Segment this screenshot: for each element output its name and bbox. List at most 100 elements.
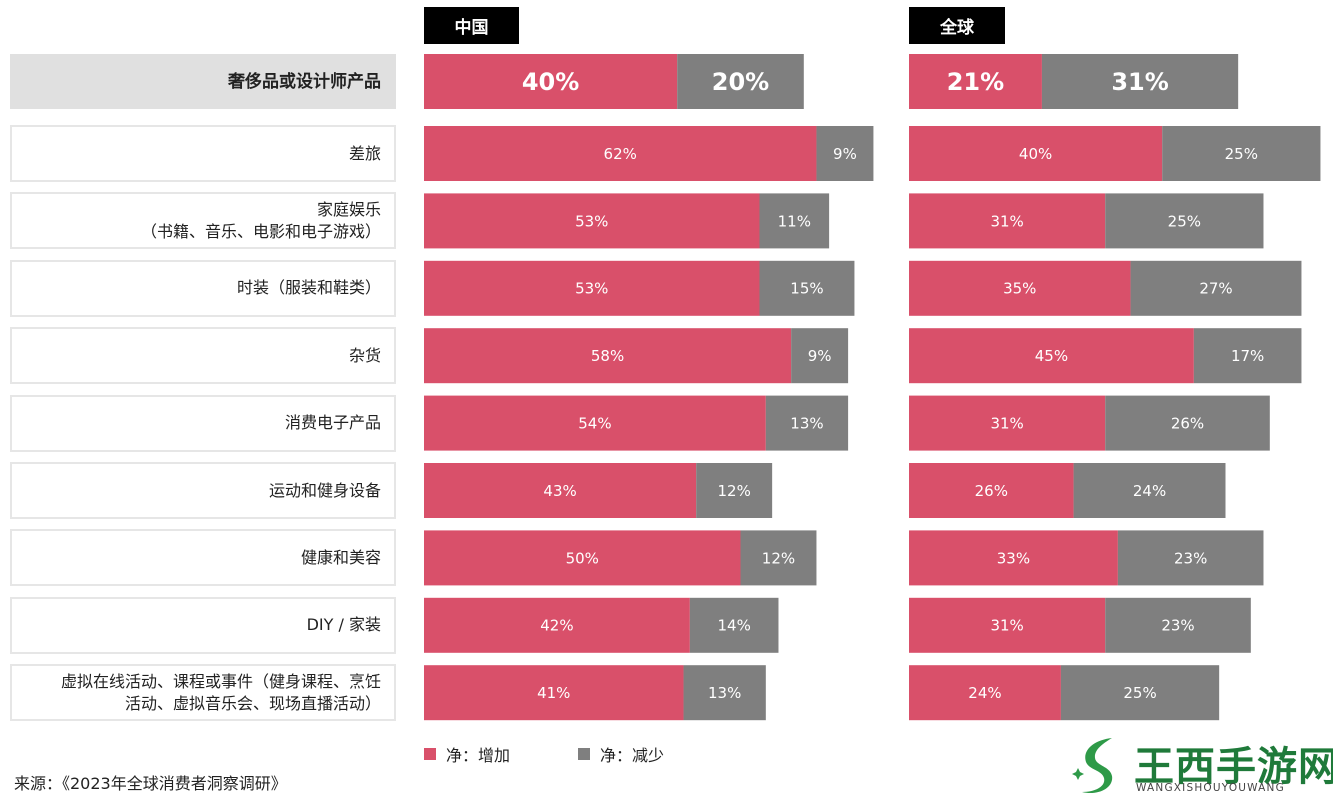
watermark-subtitle: WANGXISHOUYOUWANG <box>1136 782 1285 794</box>
category-label: 杂货 <box>10 327 396 385</box>
legend-decrease-label: 净：减少 <box>600 746 665 765</box>
data-label-decrease-china: 11% <box>778 212 811 230</box>
legend-decrease: 净：减少 <box>578 742 664 766</box>
data-label-decrease-global: 23% <box>1161 617 1194 635</box>
data-label-increase-china: 50% <box>566 549 599 567</box>
category-label-text: 杂货 <box>348 345 381 365</box>
data-label-decrease-global: 27% <box>1199 280 1232 298</box>
category-label-text: 差旅 <box>348 143 381 163</box>
data-label-decrease-china: 12% <box>762 549 795 567</box>
bar-increase-global <box>909 328 1194 384</box>
watermark-title: 王西手游网 <box>1134 743 1333 790</box>
bar-increase-china <box>424 463 697 518</box>
bar-decrease-global <box>1105 193 1264 249</box>
category-label: 健康和美容 <box>10 529 396 587</box>
data-label-increase-global: 33% <box>997 549 1030 567</box>
data-label-increase-china: 41% <box>537 684 570 702</box>
legend-increase-swatch <box>424 748 436 760</box>
legend-increase-label: 净：增加 <box>446 746 511 765</box>
data-label-increase-global: 31% <box>990 415 1023 433</box>
data-label-increase-china: 43% <box>543 482 576 500</box>
panel-header-global: 全球 <box>909 7 1005 44</box>
data-label-increase-global: 35% <box>1003 280 1036 298</box>
legend-increase: 净：增加 <box>424 742 510 766</box>
data-label-increase-china: 40% <box>522 68 579 96</box>
data-label-decrease-global: 25% <box>1168 212 1201 230</box>
data-label-increase-china: 53% <box>575 212 608 230</box>
leaf-logo-icon <box>1072 738 1113 794</box>
data-label-increase-global: 40% <box>1019 145 1052 163</box>
bar-increase-china <box>424 260 760 316</box>
data-label-decrease-china: 13% <box>790 415 823 433</box>
bar-increase-global <box>909 126 1163 181</box>
bar-decrease-china <box>689 597 779 653</box>
bar-decrease-global <box>1117 530 1264 586</box>
bar-decrease-china <box>759 193 830 249</box>
data-label-decrease-china: 14% <box>717 617 750 635</box>
data-label-increase-china: 53% <box>575 280 608 298</box>
bar-increase-global <box>909 530 1118 586</box>
category-label: 消费电子产品 <box>10 394 396 452</box>
data-label-decrease-china: 20% <box>712 68 769 96</box>
data-label-decrease-china: 15% <box>790 280 823 298</box>
bar-increase-china <box>424 193 760 249</box>
bar-increase-china <box>424 597 690 653</box>
category-label-text: 健康和美容 <box>300 547 381 567</box>
bar-decrease-china <box>696 463 773 518</box>
bar-decrease-global <box>1193 328 1302 384</box>
bar-decrease-china <box>816 126 874 181</box>
bar-increase-china <box>424 126 817 181</box>
bar-increase-global <box>909 463 1074 518</box>
bar-decrease-china <box>791 328 849 384</box>
category-label: 虚拟在线活动、课程或事件（健身课程、烹饪 活动、虚拟音乐会、现场直播活动） <box>10 664 396 722</box>
category-label: 时装（服装和鞋类） <box>10 259 396 317</box>
data-label-decrease-global: 26% <box>1171 415 1204 433</box>
bar-increase-global <box>909 260 1131 316</box>
bar-increase-china <box>424 54 678 109</box>
bar-increase-global <box>909 597 1106 653</box>
data-label-decrease-china: 9% <box>808 347 832 365</box>
category-label-text: 奢侈品或设计师产品 <box>228 71 381 92</box>
bar-decrease-global <box>1060 665 1220 721</box>
bar-decrease-global <box>1130 260 1302 316</box>
bar-increase-global <box>909 395 1106 451</box>
data-label-increase-china: 62% <box>604 145 637 163</box>
data-label-increase-china: 58% <box>591 347 624 365</box>
data-label-decrease-china: 13% <box>708 684 741 702</box>
data-label-increase-global: 26% <box>975 482 1008 500</box>
bar-decrease-china <box>683 665 766 721</box>
data-label-decrease-global: 24% <box>1133 482 1166 500</box>
data-label-decrease-global: 23% <box>1174 549 1207 567</box>
category-label-text: 家庭娱乐 （书籍、音乐、电影和电子游戏） <box>140 199 381 241</box>
bar-increase-china <box>424 395 766 451</box>
data-label-increase-global: 31% <box>990 617 1023 635</box>
bar-decrease-global <box>1105 597 1251 653</box>
bar-decrease-china <box>765 395 849 451</box>
data-label-decrease-china: 12% <box>717 482 750 500</box>
data-label-increase-china: 42% <box>540 617 573 635</box>
data-label-increase-china: 54% <box>578 415 611 433</box>
bar-decrease-china <box>740 530 817 586</box>
category-label-text: 运动和健身设备 <box>268 480 381 500</box>
category-label-text: 虚拟在线活动、课程或事件（健身课程、烹饪 活动、虚拟音乐会、现场直播活动） <box>60 671 381 713</box>
data-label-increase-global: 45% <box>1035 347 1068 365</box>
bar-increase-china <box>424 328 792 384</box>
data-label-increase-global: 24% <box>968 684 1001 702</box>
data-label-decrease-china: 9% <box>833 145 857 163</box>
panel-header-china: 中国 <box>424 7 519 44</box>
data-label-decrease-global: 17% <box>1231 347 1264 365</box>
bar-increase-global <box>909 665 1061 721</box>
category-label: 家庭娱乐 （书籍、音乐、电影和电子游戏） <box>10 192 396 250</box>
legend-decrease-swatch <box>578 748 590 760</box>
category-label: 运动和健身设备 <box>10 462 396 519</box>
bar-decrease-china <box>677 54 804 109</box>
data-label-increase-global: 21% <box>947 68 1004 96</box>
category-label: 奢侈品或设计师产品 <box>10 54 396 109</box>
data-label-decrease-global: 25% <box>1123 684 1156 702</box>
source-note: 来源：《2023年全球消费者洞察调研》 <box>14 774 287 793</box>
bar-decrease-china <box>759 260 855 316</box>
category-label-text: 消费电子产品 <box>284 413 381 433</box>
category-label: DIY / 家装 <box>10 596 396 654</box>
data-label-decrease-global: 25% <box>1225 145 1258 163</box>
data-label-decrease-global: 31% <box>1111 68 1168 96</box>
